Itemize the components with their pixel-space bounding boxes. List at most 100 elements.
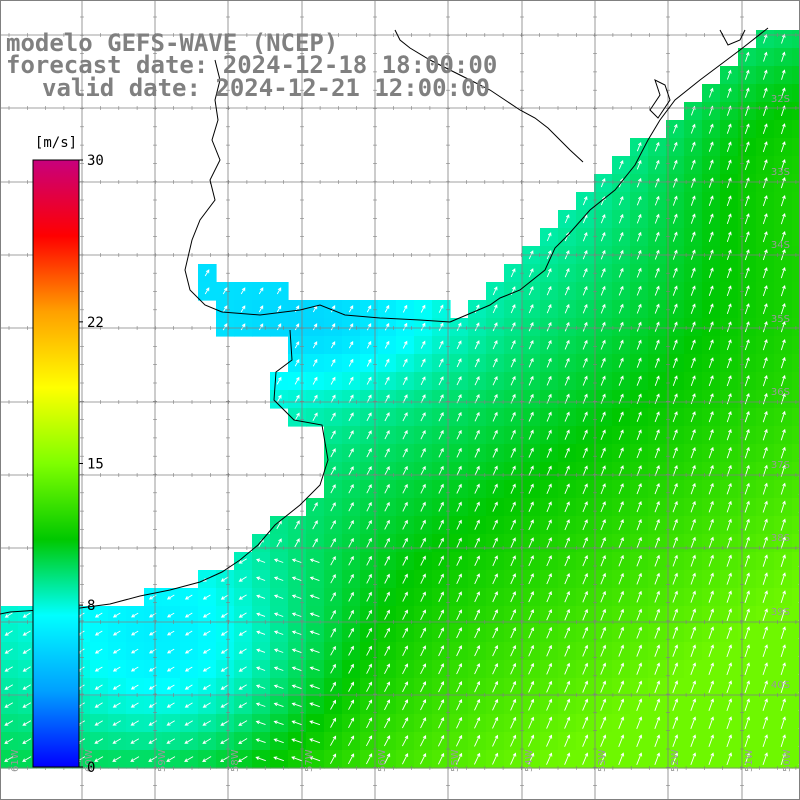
wind-arrow	[202, 648, 211, 654]
wind-arrow	[600, 572, 606, 585]
wind-arrow	[348, 483, 354, 494]
wind-arrow	[366, 735, 373, 747]
wind-arrow	[419, 734, 427, 747]
wind-arrow	[564, 501, 570, 513]
wind-arrow	[240, 323, 246, 331]
wind-arrow	[384, 591, 390, 602]
wind-arrow	[22, 612, 31, 618]
wind-arrow	[330, 591, 336, 602]
wind-arrow	[708, 411, 714, 423]
wind-arrow	[366, 322, 372, 331]
wind-arrow	[726, 267, 732, 279]
wind-arrow	[402, 322, 408, 331]
wind-arrow	[636, 177, 642, 188]
wind-cell	[792, 300, 800, 319]
wind-arrow	[744, 716, 751, 730]
wind-arrow	[366, 519, 372, 530]
coastline-argentina	[0, 329, 329, 615]
wind-arrow	[258, 287, 264, 295]
wind-arrow	[438, 465, 444, 476]
wind-arrow	[726, 554, 732, 567]
wind-arrow	[564, 267, 570, 278]
wind-arrow	[330, 341, 336, 349]
wind-arrow	[780, 626, 786, 640]
wind-arrow	[384, 717, 391, 729]
wind-arrow	[582, 680, 589, 693]
wind-arrow	[564, 519, 570, 531]
wind-arrow	[600, 231, 606, 242]
wind-arrow	[291, 594, 302, 599]
wind-arrow	[510, 573, 516, 585]
wind-arrow	[600, 429, 606, 440]
wind-arrow	[456, 663, 463, 675]
wind-arrow	[726, 536, 732, 549]
wind-arrow	[384, 555, 390, 566]
wind-arrow	[438, 609, 444, 621]
wind-arrow	[636, 554, 642, 567]
wind-arrow	[636, 195, 642, 206]
wind-arrow	[744, 285, 750, 297]
wind-arrow	[384, 430, 390, 440]
wind-arrow	[366, 681, 372, 692]
wind-arrow	[402, 663, 409, 675]
wind-arrow	[528, 465, 534, 476]
wind-arrow	[492, 375, 498, 386]
wind-arrow	[762, 339, 768, 351]
wind-arrow	[618, 554, 624, 567]
wind-arrow	[618, 231, 624, 242]
wind-arrow	[690, 231, 696, 242]
wind-arrow	[291, 684, 302, 690]
wind-arrow	[636, 716, 643, 729]
wind-arrow	[276, 538, 282, 548]
wind-arrow	[726, 518, 732, 531]
wind-arrow	[582, 555, 588, 567]
wind-arrow	[474, 375, 480, 386]
wind-arrow	[618, 375, 624, 386]
wind-arrow	[564, 752, 571, 765]
wind-arrow	[22, 666, 31, 672]
wind-arrow	[780, 482, 786, 495]
wind-arrow	[474, 680, 481, 693]
wind-arrow	[492, 465, 498, 476]
colorbar-tick-label: 22	[87, 315, 104, 331]
wind-arrow	[492, 591, 498, 603]
wind-arrow	[348, 358, 354, 367]
wind-arrow	[690, 500, 696, 513]
wind-arrow	[492, 752, 499, 765]
wind-arrow	[312, 358, 318, 367]
wind-arrow	[294, 358, 300, 367]
wind-arrow	[780, 231, 786, 243]
wind-arrow	[726, 662, 733, 676]
wind-arrow	[438, 591, 444, 602]
wind-cell	[792, 336, 800, 355]
wind-arrow	[166, 594, 175, 600]
wind-arrow	[312, 376, 318, 385]
wind-arrow	[582, 357, 588, 368]
wind-arrow	[618, 321, 624, 332]
wind-arrow	[492, 304, 498, 314]
wind-arrow	[708, 608, 715, 621]
wind-arrow	[672, 500, 678, 513]
wind-arrow	[546, 734, 553, 747]
wind-arrow	[94, 720, 103, 726]
wind-arrow	[94, 630, 103, 636]
wind-arrow	[528, 286, 534, 296]
wind-arrow	[690, 626, 697, 639]
wind-arrow	[348, 501, 354, 512]
wind-arrow	[780, 698, 786, 712]
wind-arrow	[690, 482, 696, 495]
wind-arrow	[780, 195, 786, 207]
wind-arrow	[366, 358, 372, 367]
wind-arrow	[690, 141, 696, 152]
wind-arrow	[546, 232, 552, 242]
plata-north-shore	[221, 304, 451, 323]
wind-arrow	[330, 466, 336, 476]
wind-arrow	[690, 752, 697, 765]
wind-arrow	[166, 702, 175, 708]
wind-arrow	[130, 612, 139, 618]
wind-arrow	[366, 430, 372, 440]
wind-arrow	[654, 752, 661, 765]
wind-arrow	[420, 483, 426, 494]
wind-arrow	[636, 680, 643, 693]
wind-arrow	[4, 630, 13, 636]
